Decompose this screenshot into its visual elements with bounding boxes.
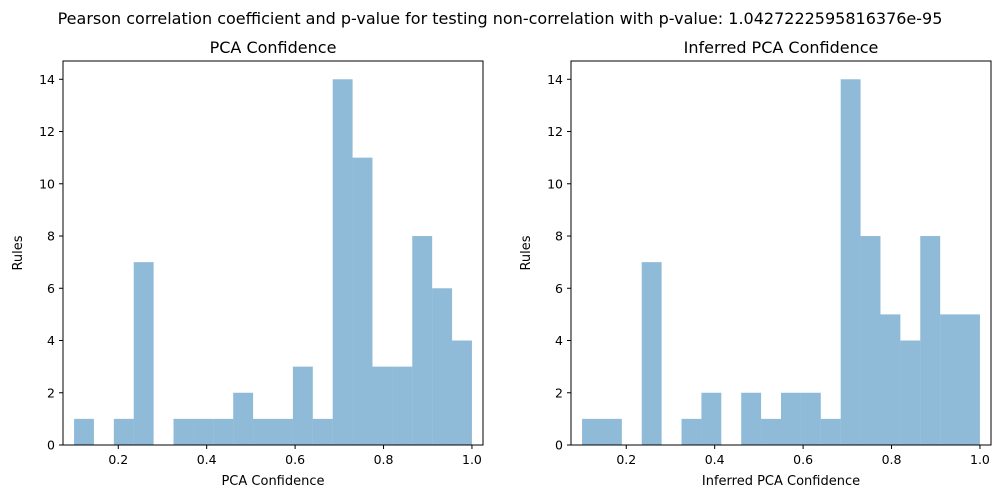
y-tick-label: 10 xyxy=(39,176,55,191)
histogram-bar xyxy=(701,392,722,445)
histogram-bar xyxy=(452,340,472,445)
histogram-bar xyxy=(213,418,234,445)
y-tick-label: 6 xyxy=(47,281,55,296)
chart-title: Inferred PCA Confidence xyxy=(684,38,879,57)
x-tick-label: 0.8 xyxy=(882,452,902,467)
histogram-bar xyxy=(960,314,980,445)
x-tick-label: 0.2 xyxy=(108,452,128,467)
histogram-bar xyxy=(641,262,662,445)
y-axis-label: Rules xyxy=(519,235,534,270)
histogram-bar xyxy=(940,314,961,445)
histogram-bar xyxy=(292,366,313,445)
y-tick-label: 0 xyxy=(555,438,563,453)
y-tick-label: 8 xyxy=(555,229,563,244)
histogram-bar xyxy=(582,418,602,445)
histogram-panel-inferred-pca-confidence: 0.2 0.4 0.6 0.8 1.0 0 2 4 6 8 10 12 14 Inferred PCA C… xyxy=(519,38,992,489)
histogram-bar xyxy=(412,236,433,445)
histogram-bar xyxy=(840,79,861,446)
histogram-bar xyxy=(781,392,801,445)
histogram-bar xyxy=(332,79,353,446)
y-tick-label: 6 xyxy=(555,281,563,296)
histogram-bar xyxy=(173,418,194,445)
y-tick-label: 4 xyxy=(555,333,563,348)
y-tick-label: 0 xyxy=(47,438,55,453)
y-tick-label: 8 xyxy=(47,229,55,244)
y-tick-label: 12 xyxy=(39,124,55,139)
x-tick-label: 0.6 xyxy=(285,452,305,467)
x-tick-label: 0.6 xyxy=(793,452,813,467)
x-axis-label: Inferred PCA Confidence xyxy=(702,474,860,489)
histogram-bar xyxy=(372,366,393,445)
histogram-bar xyxy=(74,418,94,445)
x-axis-label: PCA Confidence xyxy=(221,474,324,489)
histogram-bar xyxy=(253,418,273,445)
x-tick-label: 1.0 xyxy=(462,452,482,467)
histogram-bar xyxy=(133,262,154,445)
x-tick-label: 0.8 xyxy=(374,452,394,467)
figure-suptitle: Pearson correlation coefficient and p-va… xyxy=(58,9,943,28)
x-tick-label: 0.4 xyxy=(705,452,725,467)
x-tick-label: 0.4 xyxy=(197,452,217,467)
axes-frame xyxy=(570,60,992,446)
histogram-bar xyxy=(352,157,373,445)
histogram-bar xyxy=(741,392,762,445)
x-tick-label: 0.2 xyxy=(616,452,636,467)
y-tick-label: 4 xyxy=(47,333,55,348)
axes-frame xyxy=(62,60,484,446)
histogram-bar xyxy=(820,418,841,445)
chart-title: PCA Confidence xyxy=(210,38,337,57)
y-tick-label: 14 xyxy=(547,72,563,87)
histogram-bar xyxy=(800,392,821,445)
histogram-bar xyxy=(432,288,453,445)
histogram-bar xyxy=(761,418,781,445)
histogram-bar xyxy=(113,418,134,445)
histogram-bar xyxy=(233,392,254,445)
histogram-bar xyxy=(860,236,881,445)
y-tick-label: 2 xyxy=(555,385,563,400)
histogram-bar xyxy=(392,366,413,445)
histogram-bar xyxy=(601,418,622,445)
y-axis-label: Rules xyxy=(11,235,26,270)
histogram-bar xyxy=(312,418,333,445)
histogram-bar xyxy=(880,314,901,445)
histogram-panel-pca-confidence: 0.2 0.4 0.6 0.8 1.0 0 2 4 6 8 10 12 14 PCA Confidence… xyxy=(11,38,484,489)
histogram-bar xyxy=(681,418,702,445)
histogram-bar xyxy=(193,418,214,445)
y-tick-label: 10 xyxy=(547,176,563,191)
histogram-bar xyxy=(900,340,921,445)
histogram-bar xyxy=(920,236,941,445)
y-tick-label: 12 xyxy=(547,124,563,139)
x-tick-label: 1.0 xyxy=(970,452,990,467)
y-tick-label: 2 xyxy=(47,385,55,400)
histogram-bar xyxy=(273,418,293,445)
y-tick-label: 14 xyxy=(39,72,55,87)
